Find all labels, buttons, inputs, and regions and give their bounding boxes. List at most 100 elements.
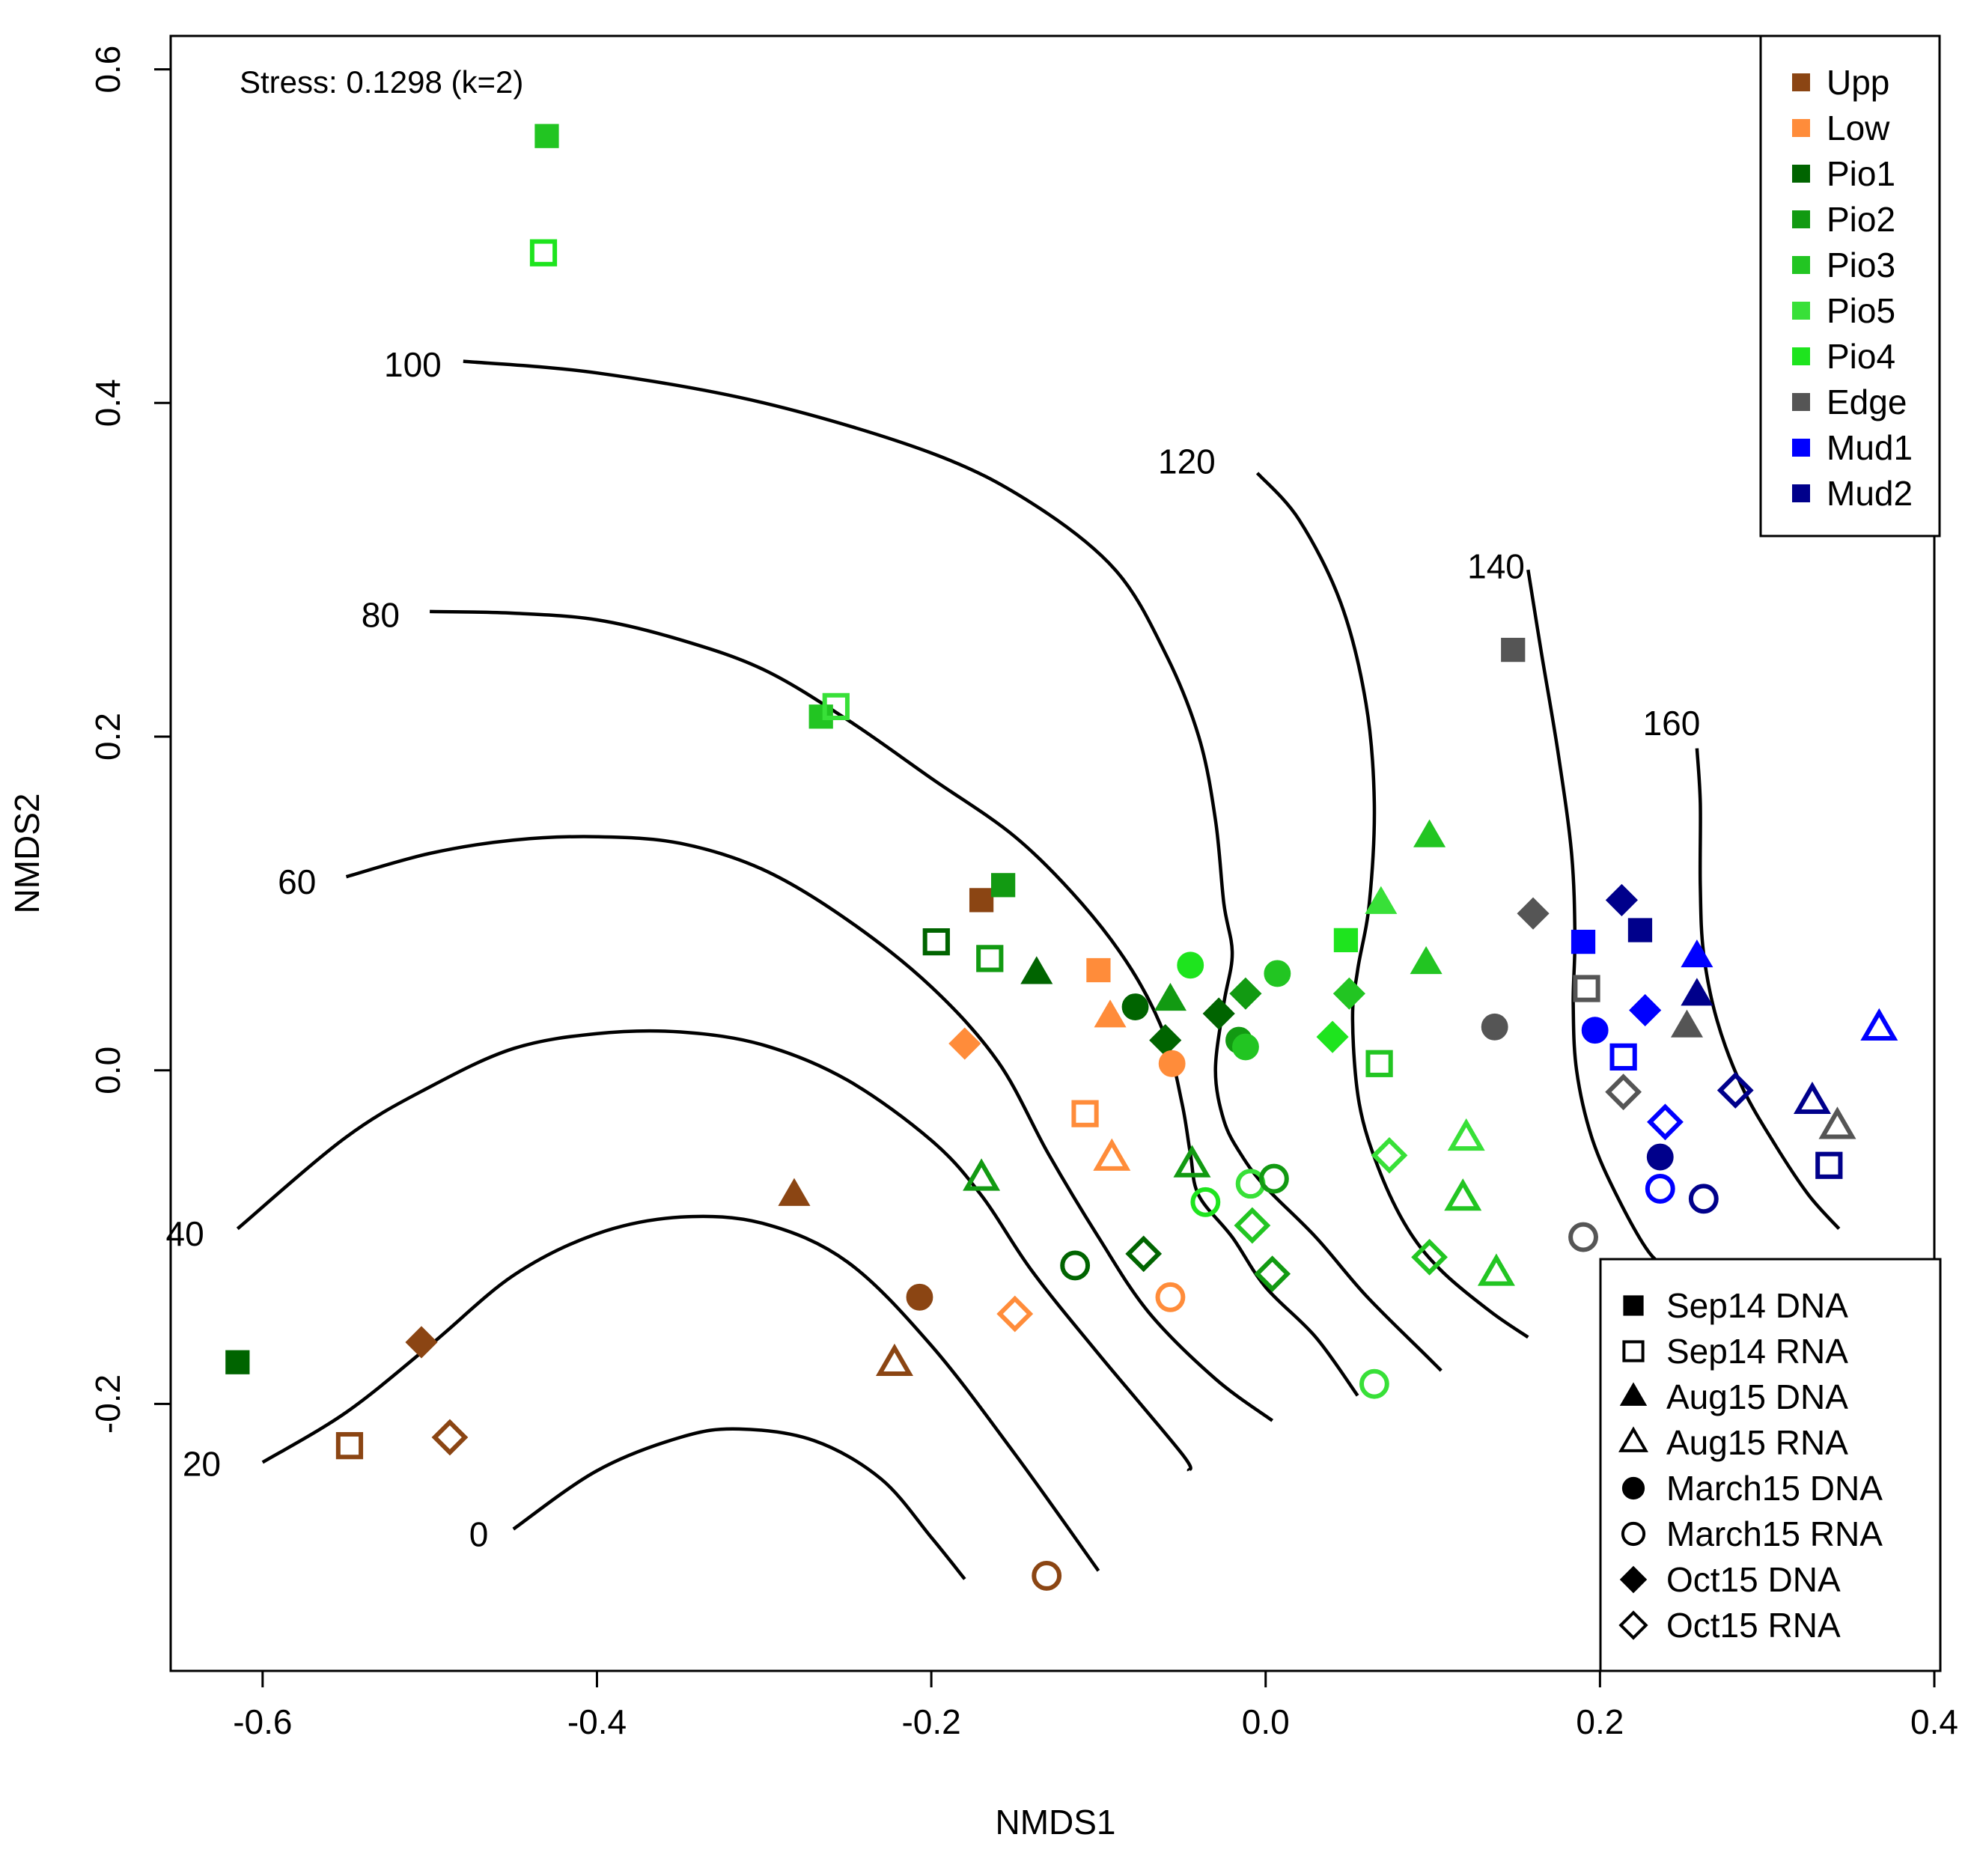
contour-label-120: 120 (1158, 442, 1216, 481)
shape-legend-label: March15 DNA (1666, 1469, 1883, 1508)
data-point (1202, 997, 1235, 1030)
contour-line-40 (236, 1029, 1192, 1472)
x-tick-label: -0.2 (901, 1702, 960, 1741)
y-tick-label: 0.4 (88, 379, 127, 427)
data-point (1447, 1118, 1485, 1151)
data-point (1232, 1033, 1259, 1061)
contour-line-120 (1255, 472, 1529, 1339)
data-point (1609, 1043, 1637, 1071)
site-legend-label: Mud2 (1827, 474, 1913, 513)
contour-labels: 0 20 40 60 80 100 120 140 160 (165, 345, 1700, 1553)
site-legend-swatch (1792, 302, 1810, 320)
y-tick-label: 0.2 (88, 713, 127, 761)
data-point (1860, 1008, 1898, 1041)
contour-label-160: 160 (1643, 704, 1701, 743)
site-legend-swatch (1792, 256, 1810, 274)
data-point (1411, 1238, 1448, 1276)
data-point (1444, 1178, 1482, 1211)
contour-label-100: 100 (384, 345, 442, 384)
contour-label-20: 20 (183, 1445, 221, 1484)
stress-annotation: Stress: 0.1298 (k=2) (240, 64, 523, 100)
data-point (1229, 977, 1262, 1010)
x-tick-label: 0.4 (1910, 1702, 1958, 1741)
data-point (1681, 978, 1713, 1006)
data-point (1154, 982, 1186, 1011)
site-legend-label: Pio5 (1827, 291, 1895, 330)
site-legend-swatch (1792, 73, 1810, 91)
data-point (1333, 928, 1359, 953)
data-point (1716, 1072, 1754, 1109)
shape-legend-label: March15 RNA (1666, 1514, 1883, 1553)
data-point (1190, 1187, 1221, 1217)
shape-legend-label: Oct15 DNA (1666, 1560, 1841, 1599)
data-point (976, 945, 1004, 972)
data-point (1121, 993, 1149, 1020)
data-point (875, 1343, 913, 1376)
contour-line-20 (261, 1214, 1100, 1572)
site-legend-label: Edge (1827, 383, 1907, 421)
data-point (1365, 1050, 1393, 1077)
site-legend-box (1759, 34, 1941, 537)
data-point (335, 1432, 364, 1460)
data-point (1093, 1138, 1131, 1171)
y-axis: -0.2 0.0 0.2 0.4 0.6 (88, 46, 172, 1434)
shape-legend-symbol (1622, 1340, 1645, 1362)
x-axis: -0.6 -0.4 -0.2 0.0 0.2 0.4 (233, 1669, 1958, 1741)
data-point (1605, 1073, 1642, 1111)
data-point (822, 692, 850, 721)
shape-legend-label: Oct15 RNA (1666, 1606, 1841, 1645)
data-point (969, 888, 994, 913)
data-point (1258, 1163, 1289, 1194)
data-point (1646, 1143, 1674, 1171)
data-point (1177, 951, 1204, 979)
site-legend-swatch (1792, 165, 1810, 183)
data-point (1681, 939, 1713, 968)
contour-line-60 (345, 835, 1274, 1422)
shape-legend-symbol (1621, 1521, 1646, 1547)
site-legend-label: Mud1 (1827, 428, 1913, 467)
contour-label-0: 0 (469, 1514, 489, 1553)
shape-legend-symbol (1618, 1426, 1648, 1452)
data-points (225, 124, 1898, 1591)
data-point (1359, 1368, 1389, 1399)
site-legend-label: Pio1 (1827, 154, 1895, 193)
site-legend-swatch (1792, 439, 1810, 457)
site-legend-swatch (1792, 393, 1810, 411)
data-point (1793, 1081, 1831, 1115)
data-point (1627, 918, 1653, 942)
x-axis-title: NMDS1 (995, 1803, 1115, 1842)
shape-legend-label: Sep14 DNA (1666, 1286, 1848, 1325)
data-point (948, 1027, 981, 1060)
data-point (1032, 1561, 1062, 1591)
data-point (1158, 1050, 1186, 1077)
data-point (1264, 960, 1291, 987)
data-point (906, 1283, 933, 1311)
shape-legend-symbol (1619, 1565, 1648, 1594)
data-point (405, 1326, 438, 1359)
data-point (1020, 956, 1053, 984)
site-legend-label: Pio3 (1827, 246, 1895, 284)
site-legend-swatch (1792, 347, 1810, 365)
data-point (1086, 957, 1111, 983)
data-point (534, 124, 559, 148)
data-point (1413, 819, 1446, 847)
data-point (1155, 1282, 1186, 1312)
contour-line-100 (463, 359, 1443, 1372)
shape-legend-symbol (1623, 1295, 1644, 1316)
data-point (1815, 1151, 1843, 1179)
data-point (1060, 1250, 1091, 1281)
shape-legend-symbol (1619, 1382, 1648, 1406)
data-point (1234, 1207, 1271, 1244)
data-point (1125, 1235, 1163, 1273)
data-point (1316, 1020, 1349, 1053)
data-point (1501, 637, 1526, 663)
contour-lines (236, 359, 1841, 1580)
y-tick-label: -0.2 (88, 1374, 127, 1434)
data-point (1581, 1017, 1609, 1044)
data-point (1573, 975, 1600, 1002)
data-point (1647, 1103, 1684, 1141)
data-point (1818, 1106, 1856, 1139)
data-point (1254, 1255, 1291, 1293)
site-legend: Upp Low Pio1 Pio2 Pio3 Pio5 Pio4 Edge Mud1 Mud2 (1759, 34, 1941, 537)
